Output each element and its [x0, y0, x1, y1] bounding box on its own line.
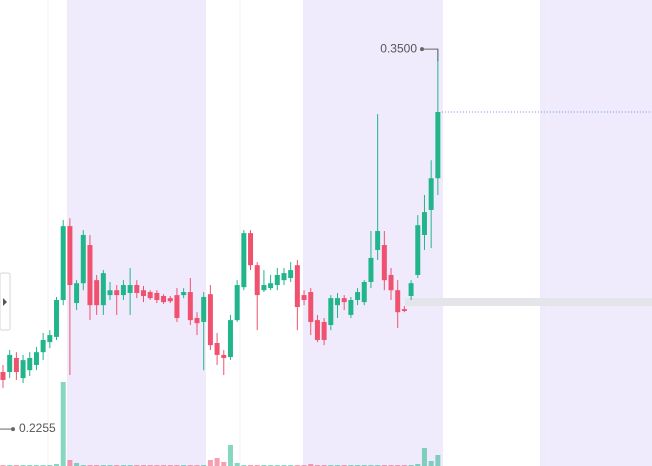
- candle-body: [207, 294, 213, 346]
- candle-body: [60, 226, 66, 300]
- candle-body: [114, 290, 120, 296]
- candle-body: [40, 339, 46, 353]
- candle-body: [254, 265, 260, 296]
- volume-bar: [74, 463, 80, 466]
- volume-bar: [207, 460, 213, 466]
- candle-body: [294, 265, 300, 308]
- candle-body: [100, 273, 106, 306]
- range-band: [405, 298, 652, 306]
- candle-body: [355, 292, 361, 300]
- candle-body: [13, 357, 19, 373]
- candle-body: [120, 285, 126, 296]
- volume-bar: [60, 382, 66, 466]
- candle-body: [181, 292, 187, 296]
- candle-body: [368, 257, 374, 282]
- candle-body: [214, 343, 220, 355]
- volume-bar: [428, 461, 434, 466]
- marker-dot: [11, 427, 15, 432]
- volume-bar: [234, 463, 240, 466]
- candle-body: [361, 281, 367, 303]
- candle-body: [321, 321, 327, 340]
- candle-body: [301, 295, 307, 300]
- candle-body: [0, 372, 6, 380]
- candle-body: [134, 285, 140, 293]
- candle-body: [408, 283, 414, 297]
- candle-body: [341, 298, 347, 303]
- candle-body: [248, 233, 254, 266]
- volume-bar: [54, 464, 60, 466]
- candle-body: [375, 231, 381, 250]
- candle-body: [328, 298, 334, 326]
- volume-bar: [435, 455, 441, 466]
- candle-body: [335, 298, 340, 306]
- candle-body: [33, 352, 39, 365]
- candle-body: [388, 274, 394, 291]
- volume-bar: [214, 458, 220, 466]
- candle-body: [94, 280, 100, 306]
- candle-body: [7, 354, 13, 373]
- candle-body: [27, 357, 33, 371]
- candle-body: [147, 292, 153, 299]
- candle-body: [381, 245, 387, 281]
- candle-body: [107, 290, 113, 296]
- candle-body: [261, 285, 267, 291]
- candle-body: [281, 273, 287, 281]
- candle-body: [421, 212, 427, 235]
- session-shade: [67, 0, 206, 466]
- candle-body: [47, 335, 53, 343]
- candle-body: [154, 292, 160, 300]
- candle-body: [167, 298, 173, 302]
- candle-body: [288, 270, 294, 279]
- candle-body: [308, 292, 314, 322]
- candle-body: [87, 245, 93, 306]
- candle-body: [221, 354, 227, 358]
- candle-body: [127, 285, 133, 293]
- candle-body: [234, 285, 240, 321]
- candle-body: [80, 234, 86, 284]
- candle-body: [395, 290, 401, 313]
- candle-body: [54, 299, 60, 337]
- volume-bar: [227, 445, 233, 466]
- arrow-icon: [3, 298, 7, 306]
- candle-body: [20, 360, 26, 379]
- candle-body: [67, 226, 73, 286]
- candle-body: [194, 317, 200, 324]
- marker-line: [422, 48, 439, 62]
- candle-body: [174, 295, 180, 318]
- candle-body: [428, 178, 434, 210]
- candle-body: [401, 309, 407, 311]
- candle-body: [268, 283, 274, 289]
- volume-bar: [67, 460, 73, 466]
- marker-dot: [420, 47, 424, 52]
- volume-bar: [421, 448, 427, 466]
- candle-body: [415, 225, 421, 275]
- candle-body: [314, 320, 320, 340]
- candle-body: [140, 290, 146, 297]
- candle-body: [348, 299, 354, 315]
- marker-label: 0.3500: [380, 41, 417, 55]
- volume-bar: [221, 462, 227, 466]
- candle-body: [161, 296, 167, 303]
- candle-body: [201, 296, 207, 322]
- candle-body: [227, 320, 233, 358]
- marker-label: 0.2255: [19, 421, 56, 435]
- volume-bar: [308, 464, 314, 466]
- candle-body: [187, 292, 193, 321]
- candle-body: [274, 274, 280, 286]
- volume-bar: [415, 464, 421, 466]
- candle-body: [435, 111, 441, 179]
- plot: 0.3500 0.2255: [0, 41, 652, 466]
- session-shade: [540, 0, 652, 466]
- candle-body: [241, 233, 247, 288]
- candle-body: [74, 283, 80, 304]
